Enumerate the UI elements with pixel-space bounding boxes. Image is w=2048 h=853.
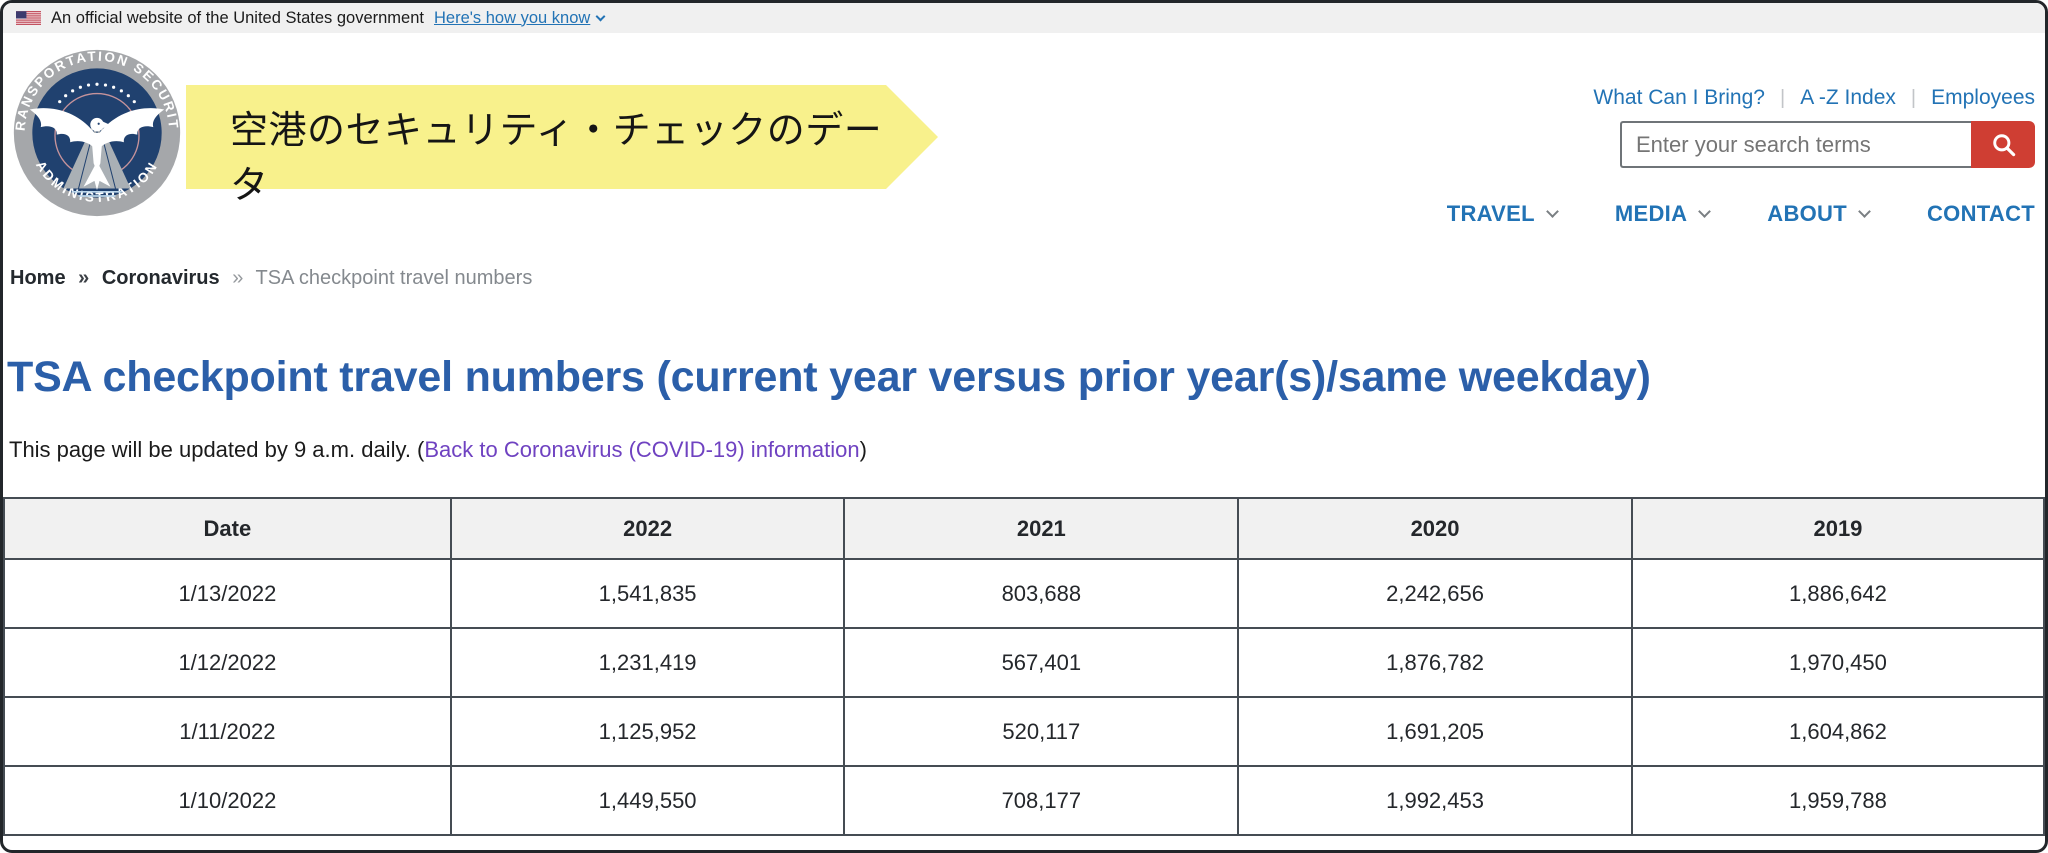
link-az-index[interactable]: A -Z Index xyxy=(1800,86,1896,109)
search-input[interactable] xyxy=(1620,121,1971,168)
nav-about-label: ABOUT xyxy=(1767,201,1847,226)
nav-travel[interactable]: TRAVEL xyxy=(1446,201,1559,227)
search-button[interactable] xyxy=(1971,121,2035,168)
us-flag-icon xyxy=(16,11,41,25)
col-header-2022: 2022 xyxy=(449,497,846,561)
breadcrumb-home[interactable]: Home xyxy=(10,267,66,289)
utility-divider: | xyxy=(1910,86,1917,109)
link-what-can-i-bring[interactable]: What Can I Bring? xyxy=(1593,86,1765,109)
cell-date: 1/13/2022 xyxy=(3,558,452,630)
breadcrumb-separator: » xyxy=(78,267,90,289)
cell-2019: 1,970,450 xyxy=(1630,627,2045,699)
cell-2022: 1,125,952 xyxy=(449,696,846,768)
seal-eagle xyxy=(29,108,165,191)
col-header-2019: 2019 xyxy=(1630,497,2045,561)
how-you-know-link[interactable]: Here's how you know xyxy=(434,8,606,28)
cell-date: 1/10/2022 xyxy=(3,765,452,837)
note-prefix: This page will be updated by 9 a.m. dail… xyxy=(9,437,425,463)
breadcrumb-separator: » xyxy=(232,267,244,289)
cell-2019: 1,886,642 xyxy=(1630,558,2045,630)
translation-text: 空港のセキュリティ・チェックのデータ xyxy=(230,110,883,207)
cell-2021: 520,117 xyxy=(843,696,1240,768)
search-icon xyxy=(1992,134,2015,157)
col-header-date: Date xyxy=(3,497,452,561)
cell-date: 1/12/2022 xyxy=(3,627,452,699)
travel-numbers-table: Date 2022 2021 2020 2019 1/13/2022 1,541… xyxy=(3,497,2045,837)
chevron-down-icon xyxy=(1698,205,1712,218)
breadcrumb-current: TSA checkpoint travel numbers xyxy=(255,267,533,289)
cell-2021: 567,401 xyxy=(843,627,1240,699)
how-you-know-label: Here's how you know xyxy=(434,8,591,27)
col-header-2020: 2020 xyxy=(1237,497,1633,561)
tsa-seal-logo[interactable]: TRANSPORTATION SECURITY ADMINISTRATION xyxy=(13,49,181,217)
cell-2019: 1,604,862 xyxy=(1630,696,2045,768)
utility-divider: | xyxy=(1779,86,1786,109)
cell-2019: 1,959,788 xyxy=(1630,765,2045,837)
table-header-row: Date 2022 2021 2020 2019 xyxy=(3,497,2045,561)
translation-banner: 空港のセキュリティ・チェックのデータ xyxy=(186,85,938,207)
search-bar xyxy=(1620,121,2035,168)
nav-contact[interactable]: CONTACT xyxy=(1927,201,2035,227)
note-suffix: ) xyxy=(859,437,867,463)
table-row: 1/10/2022 1,449,550 708,177 1,992,453 1,… xyxy=(3,765,2045,837)
link-employees[interactable]: Employees xyxy=(1931,86,2035,109)
nav-travel-label: TRAVEL xyxy=(1446,201,1535,226)
cell-2020: 1,992,453 xyxy=(1237,765,1633,837)
gov-banner: An official website of the United States… xyxy=(3,3,2045,33)
utility-nav: What Can I Bring? | A -Z Index | Employe… xyxy=(1593,86,2035,110)
breadcrumb-coronavirus[interactable]: Coronavirus xyxy=(101,267,220,289)
main-nav: TRAVEL MEDIA ABOUT CONTACT xyxy=(1447,201,2035,227)
chevron-down-icon xyxy=(1858,205,1871,218)
cell-2022: 1,541,835 xyxy=(449,558,846,630)
cell-2021: 803,688 xyxy=(843,558,1240,630)
table-row: 1/12/2022 1,231,419 567,401 1,876,782 1,… xyxy=(3,627,2045,699)
cell-2022: 1,449,550 xyxy=(449,765,846,837)
gov-banner-text: An official website of the United States… xyxy=(51,8,424,27)
col-header-2021: 2021 xyxy=(843,497,1240,561)
chevron-down-icon xyxy=(1546,205,1559,218)
update-note: This page will be updated by 9 a.m. dail… xyxy=(9,437,2045,463)
breadcrumb: Home » Coronavirus » TSA checkpoint trav… xyxy=(10,267,2045,290)
cell-2022: 1,231,419 xyxy=(449,627,846,699)
nav-media[interactable]: MEDIA xyxy=(1614,201,1712,227)
table-row: 1/13/2022 1,541,835 803,688 2,242,656 1,… xyxy=(3,558,2045,630)
page-title: TSA checkpoint travel numbers (current y… xyxy=(7,353,1651,401)
cell-date: 1/11/2022 xyxy=(3,696,452,768)
chevron-down-icon xyxy=(595,11,606,21)
nav-contact-label: CONTACT xyxy=(1926,201,2035,226)
nav-media-label: MEDIA xyxy=(1614,201,1688,226)
seal-stars xyxy=(58,82,136,104)
coronavirus-info-link[interactable]: Back to Coronavirus (COVID-19) informati… xyxy=(424,437,860,463)
cell-2021: 708,177 xyxy=(843,765,1240,837)
cell-2020: 2,242,656 xyxy=(1237,558,1633,630)
site-header: TRANSPORTATION SECURITY ADMINISTRATION xyxy=(3,33,2045,250)
cell-2020: 1,691,205 xyxy=(1237,696,1633,768)
table-row: 1/11/2022 1,125,952 520,117 1,691,205 1,… xyxy=(3,696,2045,768)
nav-about[interactable]: ABOUT xyxy=(1767,201,1871,227)
cell-2020: 1,876,782 xyxy=(1237,627,1633,699)
